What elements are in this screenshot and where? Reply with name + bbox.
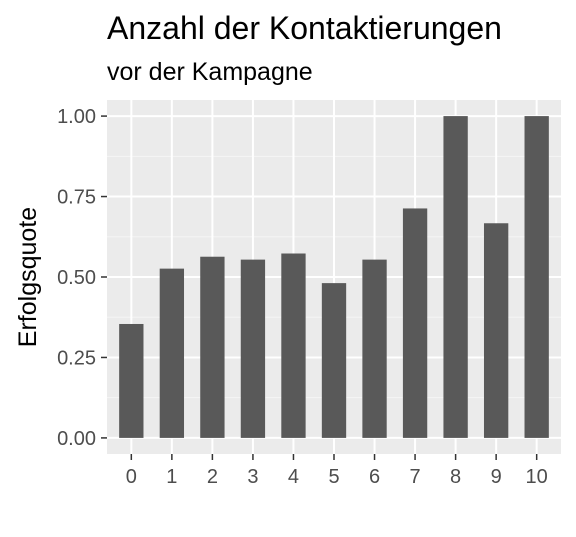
y-tick-label: 0.25: [57, 347, 96, 369]
bar-6: [362, 259, 387, 438]
x-tick-label: 4: [288, 466, 299, 488]
bar-7: [402, 208, 428, 438]
x-tick-label: 10: [526, 466, 548, 488]
x-tick-label: 6: [369, 466, 380, 488]
bar-2: [200, 256, 225, 438]
y-axis-title: Erfolgsquote: [14, 207, 42, 347]
chart-title: Anzahl der Kontaktierungen: [107, 10, 502, 46]
x-tick-label: 7: [410, 466, 421, 488]
x-tick-label: 5: [328, 466, 339, 488]
x-tick-label: 1: [166, 466, 177, 488]
x-axis-ticks: 0 1 2 3 4 5 6 7 8 9 10: [126, 454, 548, 488]
bar-8: [443, 116, 468, 438]
bar-1: [159, 268, 185, 438]
chart-subtitle: vor der Kampagne: [107, 58, 313, 86]
y-tick-label: 0.75: [57, 187, 96, 209]
bar-5: [321, 283, 347, 438]
y-axis-ticks: 0.00 0.25 0.50 0.75 1.00: [57, 106, 107, 450]
x-tick-label: 2: [207, 466, 218, 488]
x-tick-label: 3: [247, 466, 258, 488]
y-tick-label: 1.00: [57, 106, 96, 128]
bar-3: [240, 259, 266, 438]
bar-4: [281, 253, 306, 438]
bars: [119, 116, 549, 438]
x-tick-label: 0: [126, 466, 137, 488]
bar-0: [119, 323, 144, 438]
bar-10: [524, 116, 549, 438]
x-tick-label: 9: [491, 466, 502, 488]
y-tick-label: 0.50: [57, 267, 96, 289]
x-tick-label: 8: [450, 466, 461, 488]
bar-9: [483, 223, 509, 438]
y-tick-label: 0.00: [57, 428, 96, 450]
